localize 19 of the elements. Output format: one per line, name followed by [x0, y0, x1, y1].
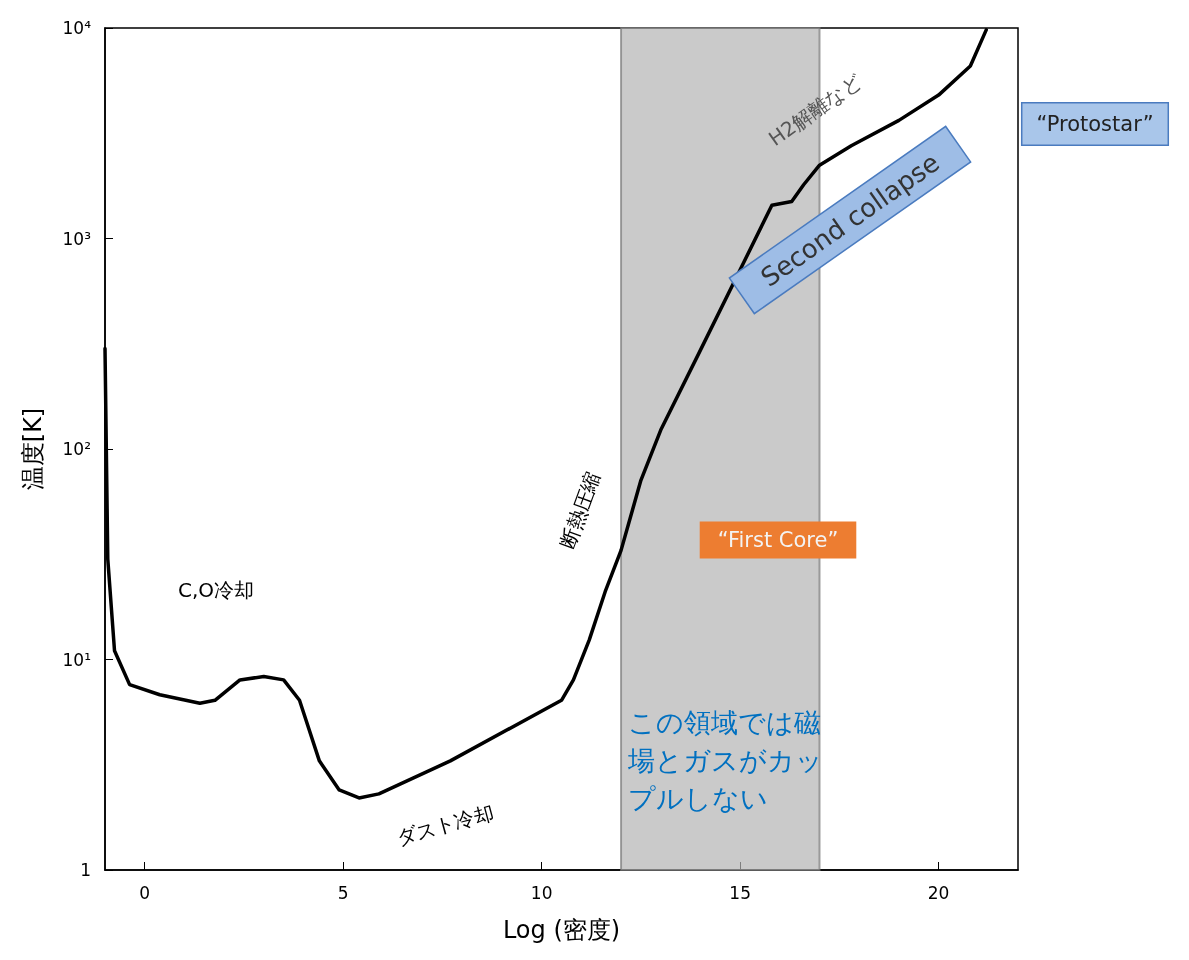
- x-tick-label: 15: [729, 882, 751, 903]
- annotation: 断熱圧縮: [555, 468, 605, 552]
- x-tick-label: 5: [337, 882, 349, 903]
- x-tick-label: 0: [139, 882, 151, 903]
- y-axis-title: 温度[K]: [19, 407, 47, 491]
- annotation: ダスト冷却: [393, 800, 497, 850]
- y-tick-label: 1: [80, 860, 91, 880]
- y-tick-label: 10⁴: [62, 18, 92, 38]
- annotation: “First Core”: [717, 528, 839, 552]
- y-tick-label: 10²: [62, 439, 91, 459]
- x-tick-label: 20: [927, 882, 950, 903]
- x-tick-label: 10: [530, 882, 553, 903]
- x-axis-title: Log (密度): [502, 916, 621, 944]
- annotation: この領域では磁場とガスがカップルしない: [627, 706, 823, 814]
- y-tick-label: 10³: [62, 228, 91, 249]
- y-tick-label: 10¹: [62, 649, 91, 670]
- annotation: C,O冷却: [177, 578, 255, 602]
- text: “Protostar”: [1036, 112, 1154, 136]
- annotation: H2解離など: [763, 69, 867, 151]
